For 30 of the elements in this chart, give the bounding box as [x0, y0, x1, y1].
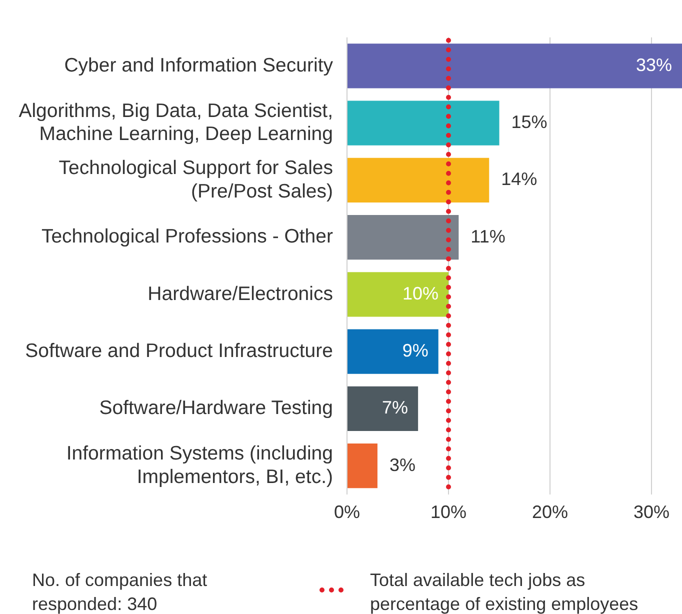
y-tick-label: Software/Hardware Testing	[99, 397, 333, 420]
text: No. of companies that responded: 340	[32, 570, 208, 614]
x-tick-label: 10%	[430, 502, 467, 522]
y-tick-label: Information Systems (including Implementors, BI, etc.)	[66, 442, 333, 488]
bar	[348, 272, 449, 317]
data-label: 11%	[470, 226, 506, 246]
bar	[348, 44, 682, 88]
x-tick-label: 30%	[634, 502, 670, 522]
data-label: 10%	[402, 283, 439, 304]
y-tick-label: Software and Product Infrastructure	[25, 340, 333, 362]
bar	[348, 215, 459, 260]
data-label: 15%	[511, 112, 548, 132]
x-tick-label: 20%	[532, 502, 568, 522]
legend-label: Total available tech jobs as percentage of existing employees	[370, 570, 638, 614]
data-label: 33%	[636, 54, 672, 75]
y-tick-label: Technological Professions - Other	[41, 226, 334, 248]
bar	[348, 444, 378, 488]
bar	[348, 386, 418, 431]
y-tick-label: Hardware/Electronics	[148, 282, 334, 305]
data-label: 3%	[389, 454, 416, 475]
bar	[348, 329, 438, 374]
bar	[348, 158, 490, 202]
data-label: 7%	[382, 398, 408, 418]
data-label: 9%	[402, 340, 428, 361]
y-tick-label: Algorithms, Big Data, Data Scientist, Machine Learning, Deep Learning	[18, 100, 333, 146]
bar	[348, 100, 500, 146]
y-tick-label: Cyber and Information Security	[64, 54, 334, 76]
y-tick-label: Technological Support for Sales (Pre/Post Sales)	[58, 156, 334, 202]
x-tick-label: 0%	[334, 502, 360, 522]
data-label: 14%	[501, 169, 538, 190]
